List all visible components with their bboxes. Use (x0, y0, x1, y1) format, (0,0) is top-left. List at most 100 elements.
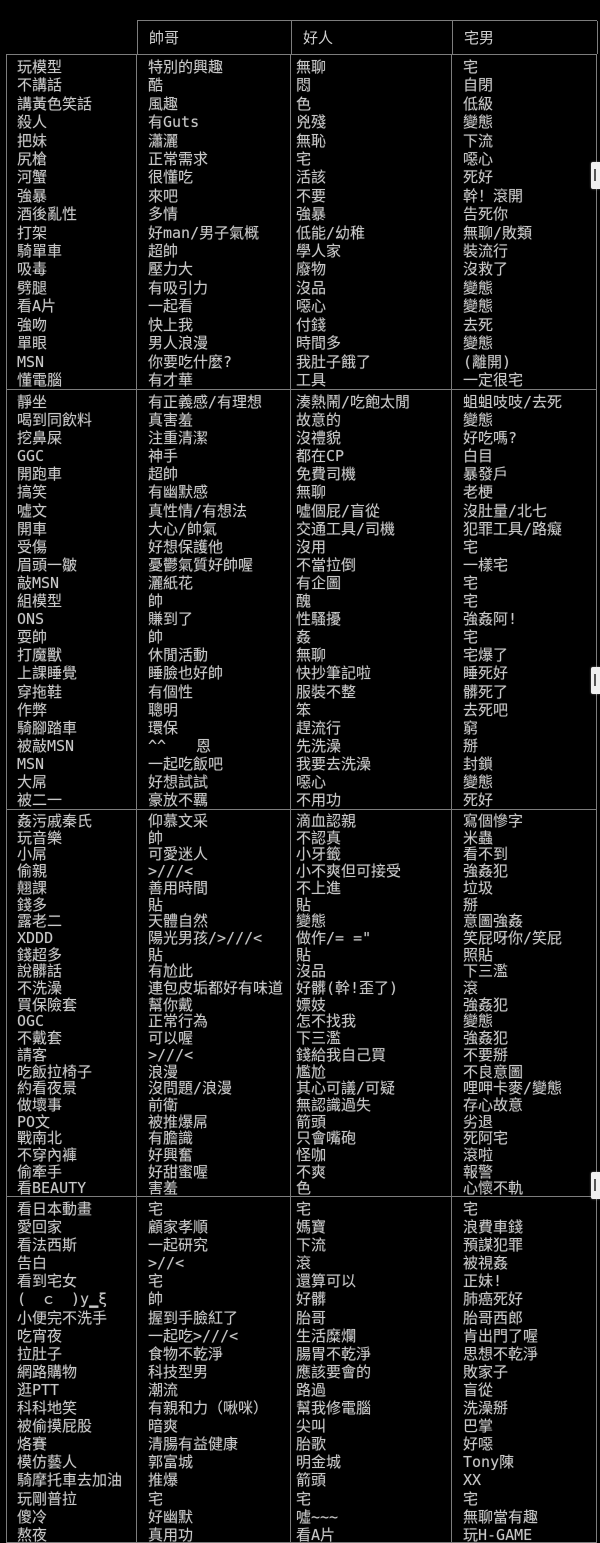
reaction-item: 米蟲 (463, 828, 494, 847)
behavior-item: 被二一 (17, 791, 63, 809)
behavior-item: 開跑車 (17, 465, 63, 484)
reaction-item: 快抄筆記啦 (296, 664, 372, 683)
reaction-item: 休閒活動 (148, 646, 209, 665)
reaction-item: 下三濫 (463, 962, 509, 981)
behavior-item: OGC (17, 1012, 45, 1031)
reaction-cell-otaku: 蛆蛆吱吱/去死 變態 好吃嗎? 白目 暴發戶 老梗 沒肚量/北七 犯罪工具/路癡宅一樣宅宅宅強… (452, 390, 597, 809)
reaction-item: 不當拉倒 (296, 555, 357, 574)
reaction-item: 強姦犯 (463, 862, 509, 881)
reaction-item: 變態 (463, 411, 494, 430)
reaction-item: 大心/帥氣 (148, 519, 218, 538)
behavior-item: PO文 (17, 1112, 51, 1131)
behavior-item: 拉肚子 (17, 1344, 63, 1363)
reaction-item: XX (463, 1471, 482, 1490)
behavior-cell: 玩模型 不講話 講黃色笑話 殺人 把妹 尻槍 河蟹 強暴 酒後亂性 打架 騎單車 吸毒 劈腿 看A片 強吻單… (7, 55, 137, 389)
reaction-item: 真性情/有想法 (148, 501, 248, 520)
reaction-item: 意圖強姦 (463, 912, 524, 931)
reaction-item: 浪漫 (148, 1062, 179, 1081)
reaction-item: 特別的興趣 (148, 58, 224, 76)
reaction-item: 被視姦 (463, 1254, 509, 1273)
column-header-handsome-guy: 帥哥 (138, 21, 292, 54)
reaction-item: 路過 (296, 1380, 327, 1399)
reaction-item: 死好 (463, 168, 494, 187)
reaction-item: 帥 (148, 592, 164, 611)
reaction-item: 白目 (463, 447, 494, 466)
reaction-item: 貼 (296, 945, 312, 964)
reaction-item: 強暴 (296, 205, 327, 224)
reaction-item: 酷 (148, 76, 164, 95)
reaction-item: 貼 (148, 945, 164, 964)
behavior-item: XDDD (17, 928, 54, 947)
reaction-item: Tony陳 (463, 1453, 515, 1472)
reaction-item: 幹！滾開 (463, 186, 524, 205)
reaction-item: 害羞 (148, 1179, 179, 1196)
reaction-item: 都在CP (296, 447, 345, 466)
reaction-item: 活該 (296, 168, 327, 187)
reaction-item: 姦 (296, 628, 312, 647)
reaction-item: 報警 (463, 1162, 494, 1181)
reaction-cell-otaku: 宅浪費車錢 預謀犯罪 被視姦 正妹! 肺癌死好 胎哥西郎 肯出門了喔 思想不乾淨 敗家子 盲從 洗澡… (452, 1197, 597, 1542)
behavior-item: 打魔獸 (17, 646, 63, 665)
reaction-item: 貼 (148, 895, 164, 914)
reaction-item: 清腸有益健康 (148, 1435, 239, 1454)
behavior-item: MSN (17, 754, 45, 773)
behavior-item: 翹課 (17, 878, 48, 897)
reaction-item: 憂鬱氣質好帥喔 (148, 555, 254, 574)
reaction-item: 先洗澡 (296, 736, 342, 755)
reaction-item: 無恥 (296, 131, 327, 150)
reaction-item: 寫個慘字 (463, 812, 524, 830)
reaction-item: 變態 (463, 113, 494, 132)
reaction-item: 垃圾 (463, 878, 494, 897)
reaction-item: 暴發戶 (463, 465, 509, 484)
behavior-item: 開車 (17, 519, 48, 538)
reaction-item: 幫你戴 (148, 995, 194, 1014)
reaction-item: 無聊/敗類 (463, 223, 533, 242)
reaction-item: 變態 (463, 278, 494, 297)
reaction-item: 裝流行 (463, 242, 509, 261)
reaction-item: 你要吃什麼? (148, 352, 233, 371)
behavior-item: MSN (17, 352, 45, 371)
reaction-item: 無聊 (296, 58, 327, 76)
behavior-item: 騎腳踏車 (17, 718, 78, 737)
behavior-item: 搞笑 (17, 483, 48, 502)
behavior-item: 逛PTT (17, 1380, 60, 1399)
behavior-item: 烙賽 (17, 1435, 48, 1454)
reaction-item: 蛆蛆吱吱/去死 (463, 393, 563, 411)
reaction-item: 推爆 (148, 1471, 179, 1490)
reaction-item: 有尬此 (148, 962, 194, 981)
behavior-item: 玩剛普拉 (17, 1489, 78, 1508)
reaction-item: 胎歌 (296, 1435, 327, 1454)
reaction-item: 其心可議/可疑 (296, 1079, 396, 1098)
reaction-item: 怪咖 (296, 1146, 327, 1165)
reaction-item: 宅 (148, 1200, 164, 1218)
table-section-4: 看日本動畫 愛回家 看法西斯 告白 看到宅女( ｃ )y▁ξ 小便完不洗手 吃宵夜 拉肚子 網路… (7, 1196, 597, 1542)
reaction-item: >///< (148, 862, 194, 881)
reaction-cell-nice-guy: 滴血認親 不認真 小牙籤 小不爽但可接受 不上進貼變態 做作/= =" 貼沒品 好髒(幹!歪了… (291, 810, 452, 1196)
reaction-item: 超帥 (148, 242, 179, 261)
reaction-item: 腸胃不乾淨 (296, 1344, 372, 1363)
reaction-item: 照貼 (463, 945, 494, 964)
reaction-item: 科技型男 (148, 1362, 209, 1381)
reaction-cell-nice-guy: 宅媽寶 下流滾還算可以 好髒 胎哥 生活糜爛 腸胃不乾淨 應該要會的 路過 幫我修電腦 尖叫 胎歌明… (291, 1197, 452, 1542)
reaction-cell-nice-guy: 無聊悶色兇殘 無恥宅活該 不要 強暴 低能/幼稚 學人家 廢物 沒品 噁心 付錢 時間多 我肚子餓了工… (291, 55, 452, 389)
reaction-item: 一樣宅 (463, 555, 509, 574)
reaction-item: 玩H-GAME (463, 1525, 533, 1542)
reaction-item: 媽寶 (296, 1218, 327, 1237)
reaction-item: 天體自然 (148, 912, 209, 931)
reaction-item: 好髒(幹!歪了) (296, 979, 399, 998)
reaction-item: 變態 (296, 912, 327, 931)
behavior-item: 戰南北 (17, 1129, 63, 1148)
reaction-item: 環保 (148, 718, 179, 737)
behavior-item: 組模型 (17, 592, 63, 611)
behavior-item: 大屌 (17, 772, 48, 791)
reaction-item: 好興奮 (148, 1146, 194, 1165)
reaction-item: 沒品 (296, 962, 327, 981)
behavior-cell: 看日本動畫 愛回家 看法西斯 告白 看到宅女( ｃ )y▁ξ 小便完不洗手 吃宵夜 拉肚子 網路… (7, 1197, 137, 1542)
reaction-item: 尖叫 (296, 1417, 327, 1436)
reaction-item: 食物不乾淨 (148, 1344, 224, 1363)
behavior-item: 小屌 (17, 845, 48, 864)
reaction-item: 有正義感/有理想 (148, 393, 263, 411)
behavior-item: 傻冷 (17, 1507, 48, 1526)
reaction-item: 幫我修電腦 (296, 1399, 372, 1418)
reaction-item: 帥 (148, 628, 164, 647)
